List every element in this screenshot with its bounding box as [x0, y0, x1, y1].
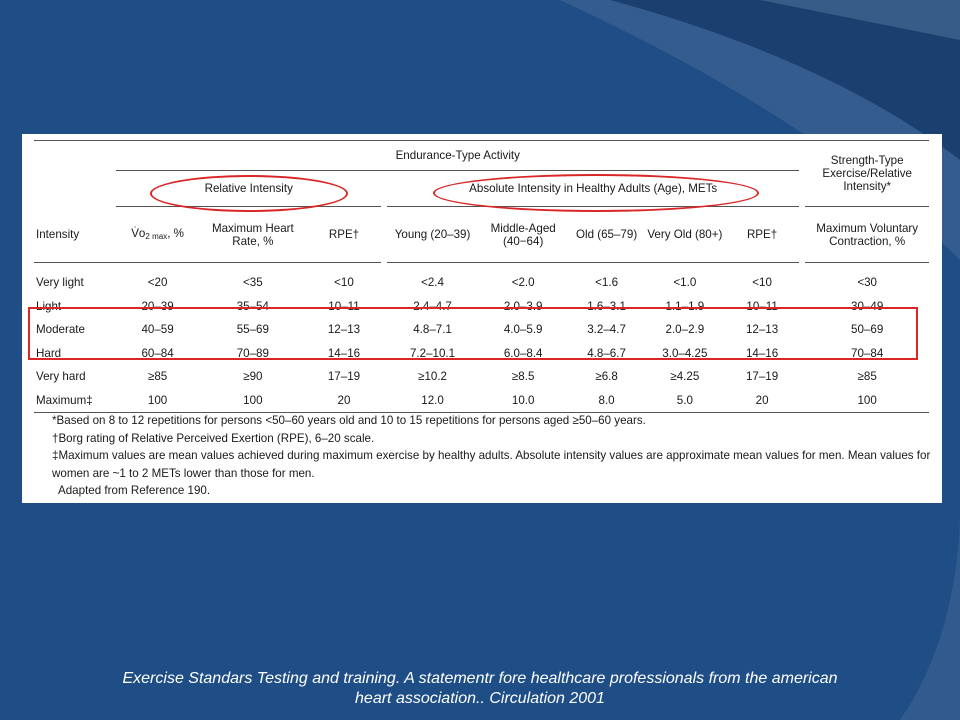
col-intensity: Intensity [34, 206, 117, 263]
cell-vo2: ≥85 [147, 370, 168, 384]
cell-mvc: <30 [857, 276, 877, 290]
cell-hr: 100 [198, 388, 307, 413]
cell-hr: 35–54 [236, 299, 269, 313]
cell-young: ≥10.2 [418, 370, 448, 384]
cell-rpe2: 14–16 [745, 346, 779, 360]
footnote: ‡Maximum values are mean values achieved… [52, 449, 931, 480]
col-very-old: Very Old (80+) [644, 206, 726, 263]
col-vo2max: V̇o2 max, % [116, 206, 199, 263]
cell-mvc: 100 [805, 388, 929, 413]
cell-very-old: <1.0 [673, 276, 697, 290]
table-footnotes: *Based on 8 to 12 repetitions for person… [52, 412, 932, 500]
cell-old: 1.6–3.1 [587, 299, 626, 313]
caption-line-2: heart association.. Circulation 2001 [355, 690, 605, 707]
cell-rpe2: 10–11 [746, 299, 778, 313]
table-row: Maximum‡ 100 100 20 12.0 10.0 8.0 5.0 20… [34, 388, 929, 413]
cell-young: <2.4 [421, 276, 444, 290]
cell-young: 12.0 [387, 388, 478, 413]
cell-rpe2: <10 [752, 276, 772, 290]
cell-rpe: <10 [334, 276, 354, 290]
cell-very-old: 5.0 [644, 388, 726, 413]
cell-old: 3.2–4.7 [587, 323, 626, 337]
corner-shape-accent [760, 0, 960, 40]
highlight-rect-moderate-hard [28, 307, 918, 360]
cell-mvc: 30–49 [851, 299, 884, 313]
cell-rpe2: 20 [725, 388, 800, 413]
cell-very-old: 2.0–2.9 [665, 323, 705, 337]
col-young: Young (20–39) [387, 206, 478, 263]
cell-vo2: 60–84 [141, 346, 174, 360]
table-row: Very hard ≥85 ≥90 17–19 ≥10.2 ≥8.5 ≥6.8 … [34, 365, 929, 389]
footnote: *Based on 8 to 12 repetitions for person… [52, 414, 646, 427]
cell-middle: ≥8.5 [511, 370, 535, 384]
cell-vo2: 40–59 [141, 323, 174, 337]
cell-middle: <2.0 [511, 276, 535, 290]
row-label: Hard [36, 346, 62, 360]
cell-rpe: 20 [306, 388, 382, 413]
row-label: Very light [36, 276, 84, 290]
cell-middle: 6.0–8.4 [503, 346, 543, 360]
cell-mvc: 70–84 [851, 346, 884, 360]
cell-vo2: 20–39 [141, 299, 174, 313]
cell-rpe2: 12–13 [745, 323, 779, 337]
cell-young: 4.8–7.1 [413, 323, 452, 337]
row-label: Very hard [36, 370, 86, 384]
header-strength: Strength-Type Exercise/Relative Intensit… [805, 140, 929, 207]
cell-rpe2: 17–19 [745, 370, 779, 384]
col-middle-aged: Middle-Aged (40−64) [477, 206, 569, 263]
col-max-heart-rate: Maximum Heart Rate, % [198, 206, 307, 263]
cell-hr: <35 [243, 276, 263, 290]
footnote: Adapted from Reference 190. [58, 484, 211, 497]
cell-vo2: <20 [147, 276, 168, 290]
cell-old: 4.8–6.7 [587, 346, 626, 360]
table-row: Moderate 40–59 55–69 12–13 4.8–7.1 4.0–5… [34, 318, 929, 342]
header-group-row: Endurance-Type Activity Strength-Type Ex… [34, 140, 929, 207]
cell-middle: 2.0–3.9 [503, 299, 543, 313]
cell-middle: 10.0 [477, 388, 569, 413]
cell-rpe: 10–11 [328, 299, 360, 313]
cell-young: 7.2–10.1 [409, 346, 456, 360]
cell-hr: ≥90 [243, 370, 263, 384]
col-old: Old (65–79) [568, 206, 645, 263]
row-label: Moderate [36, 323, 85, 337]
cell-very-old: 3.0–4.25 [662, 346, 708, 360]
table-row: Hard 60–84 70–89 14–16 7.2–10.1 6.0–8.4 … [34, 342, 929, 366]
cell-mvc: ≥85 [857, 370, 877, 384]
cell-rpe: 14–16 [327, 346, 361, 360]
highlight-ellipse-absolute [433, 174, 759, 212]
header-columns-row: Intensity V̇o2 max, % Maximum Heart Rate… [34, 206, 929, 263]
header-endurance: Endurance-Type Activity [116, 140, 800, 171]
cell-young: 2.4–4.7 [413, 299, 452, 313]
right-bottom-shape [900, 520, 960, 720]
highlight-ellipse-relative [150, 175, 348, 212]
cell-very-old: 1.1–1.9 [665, 299, 705, 313]
col-rpe-absolute: RPE† [725, 206, 800, 263]
table-row: Light 20–39 35–54 10–11 2.4–4.7 2.0–3.9 … [34, 295, 929, 319]
cell-rpe: 17–19 [327, 370, 361, 384]
cell-old: <1.6 [595, 276, 619, 290]
corner-shape-dark [610, 0, 960, 160]
cell-old: ≥6.8 [595, 370, 618, 384]
caption-line-1: Exercise Standars Testing and training. … [122, 670, 838, 687]
footnote: †Borg rating of Relative Perceived Exert… [52, 431, 375, 445]
table-row: Very light <20 <35 <10 <2.4 <2.0 <1.6 <1… [34, 263, 929, 295]
row-label: Light [36, 299, 62, 313]
slide-caption: Exercise Standars Testing and training. … [30, 669, 930, 709]
col-rpe: RPE† [306, 206, 382, 263]
cell-old: 8.0 [568, 388, 645, 413]
intensity-table-panel: Endurance-Type Activity Strength-Type Ex… [22, 134, 942, 503]
cell-very-old: ≥4.25 [670, 370, 700, 384]
cell-rpe: 12–13 [327, 323, 361, 337]
cell-mvc: 50–69 [851, 323, 884, 337]
intensity-table: Endurance-Type Activity Strength-Type Ex… [34, 140, 929, 413]
cell-vo2: 100 [116, 388, 199, 413]
cell-hr: 70–89 [236, 346, 269, 360]
col-max-voluntary-contraction: Maximum Voluntary Contraction, % [805, 206, 929, 263]
row-label: Maximum‡ [34, 388, 117, 413]
cell-middle: 4.0–5.9 [503, 323, 543, 337]
cell-hr: 55–69 [236, 323, 269, 337]
